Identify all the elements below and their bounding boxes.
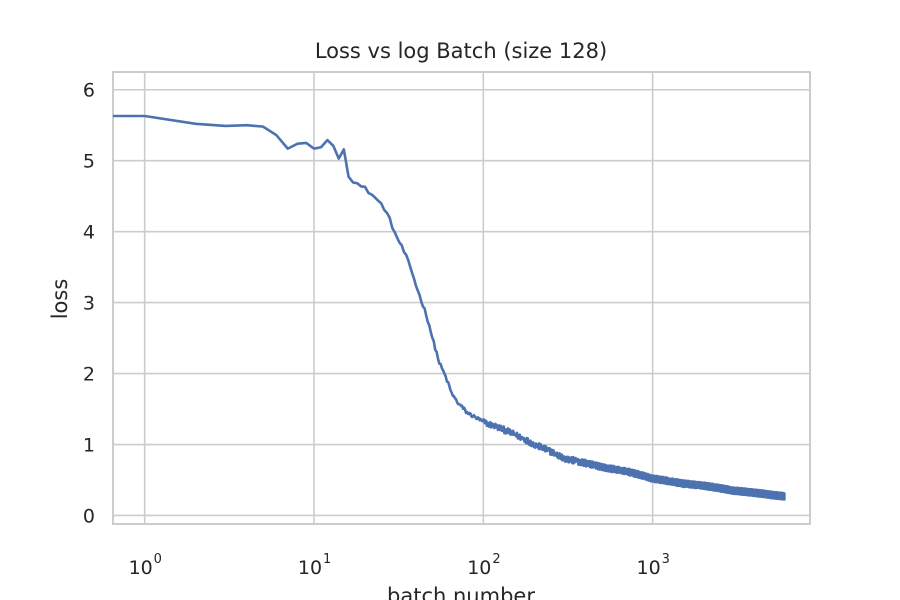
x-gridlines <box>143 72 654 524</box>
x-tick-exponent: 1 <box>323 552 331 567</box>
x-tick-label: 10 3 <box>637 552 670 579</box>
x-tick-base: 10 <box>129 557 153 579</box>
x-tick-base: 10 <box>298 557 322 579</box>
y-axis-label: loss <box>48 279 72 320</box>
y-tick-label: 0 <box>83 505 95 527</box>
x-tick-base: 10 <box>637 557 661 579</box>
chart-title: Loss vs log Batch (size 128) <box>315 39 607 63</box>
series-layer <box>113 114 786 501</box>
x-tick-exponent: 0 <box>154 552 162 567</box>
y-tick-label: 6 <box>83 80 95 102</box>
loss-line <box>113 114 786 501</box>
x-tick-label: 10 2 <box>467 552 500 579</box>
x-tick-label: 10 0 <box>129 552 162 579</box>
x-tick-exponent: 2 <box>492 552 500 567</box>
x-tick-base: 10 <box>467 557 491 579</box>
y-tick-label: 3 <box>83 293 95 315</box>
y-tick-label: 4 <box>83 222 95 244</box>
y-tick-label: 5 <box>83 151 95 173</box>
y-gridlines <box>113 88 810 517</box>
y-tick-label: 1 <box>83 435 95 457</box>
y-tick-labels: 0 1 2 3 4 5 6 <box>83 80 95 528</box>
x-axis-label: batch number <box>387 584 535 600</box>
x-tick-exponent: 3 <box>662 552 670 567</box>
x-tick-label: 10 1 <box>298 552 331 579</box>
x-tick-labels: 10 0 10 1 10 2 10 3 <box>129 552 670 579</box>
plot-frame <box>112 71 811 525</box>
y-tick-label: 2 <box>83 364 95 386</box>
